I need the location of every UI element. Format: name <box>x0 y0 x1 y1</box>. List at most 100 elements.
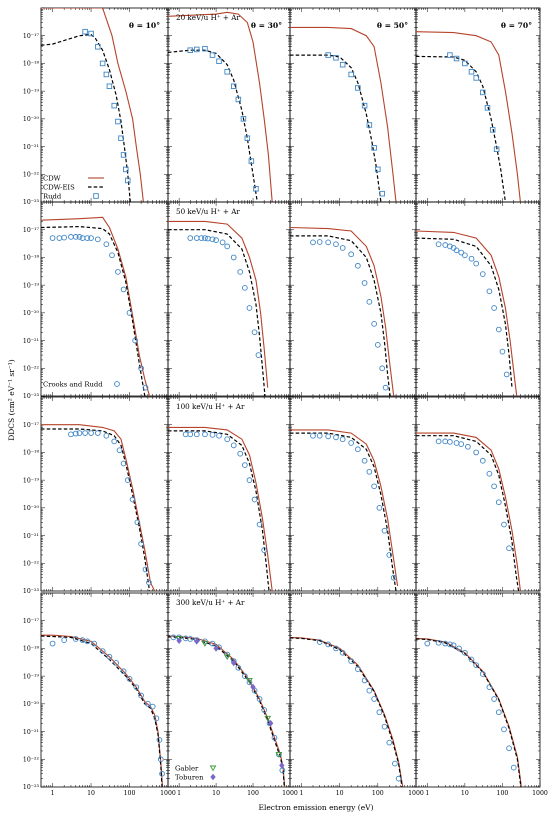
curves <box>416 32 520 202</box>
curves <box>290 228 394 397</box>
curves <box>290 27 396 202</box>
cdw-curve <box>41 425 155 591</box>
y-tick-label: 10⁻²³ <box>23 199 40 206</box>
experimental-point <box>210 53 215 58</box>
y-tick-label: 10⁻²³ <box>23 784 40 791</box>
experimental-point <box>112 103 117 108</box>
y-tick-label: 10⁻²² <box>23 560 40 567</box>
angle-label: θ = 10° <box>129 21 160 30</box>
experimental-point <box>443 439 448 444</box>
legend-label: Crooks and Rudd <box>43 381 103 389</box>
experimental-point <box>83 431 88 436</box>
panel-frame <box>416 397 540 591</box>
x-tick-label: 1000 <box>408 790 424 797</box>
experimental-point <box>252 497 257 502</box>
legend-label: CDW-EIS <box>43 184 75 192</box>
y-tick-label: 10⁻²² <box>23 365 40 372</box>
curves <box>41 635 164 787</box>
experimental-point <box>382 528 387 533</box>
experimental-point <box>380 366 385 371</box>
legend-row1: Crooks and Rudd <box>43 381 119 389</box>
curves <box>290 430 398 591</box>
y-tick-label: 10⁻¹⁷ <box>23 618 40 625</box>
experimental-point <box>480 272 485 277</box>
experimental-point <box>225 69 230 74</box>
panel-frame <box>416 593 540 787</box>
cdw-curve <box>168 427 272 591</box>
y-tick-label: 10⁻¹⁷ <box>23 33 40 40</box>
x-tick-label: 1000 <box>282 790 298 797</box>
experimental-point <box>183 432 188 437</box>
experimental-point <box>492 697 497 702</box>
experimental-point <box>492 306 497 311</box>
experimental-point <box>382 724 387 729</box>
angle-label: θ = 70° <box>501 21 532 30</box>
experimental-point <box>425 641 430 646</box>
experimental-point <box>57 236 62 241</box>
experimental-point <box>474 261 479 266</box>
experimental-point <box>89 431 94 436</box>
experimental-point <box>194 236 199 241</box>
cdw-curve <box>416 32 520 202</box>
cdw-eis-curve <box>41 227 145 396</box>
cdw-curve <box>168 12 272 202</box>
experimental-point <box>62 235 67 240</box>
x-tick-label: 1 <box>177 790 181 797</box>
x-tick-label: 1 <box>425 790 429 797</box>
legend-gabler-marker <box>210 766 215 770</box>
experimental-point <box>69 432 74 437</box>
y-tick-label: 10⁻¹⁸ <box>23 450 40 457</box>
experimental-point <box>487 685 492 690</box>
y-tick-label: 10⁻¹⁷ <box>23 227 40 234</box>
experimental-point <box>116 270 121 275</box>
panel-frame <box>168 202 290 396</box>
experimental-point <box>507 746 512 751</box>
experimental-point <box>217 59 222 64</box>
panel-grid: 10⁻¹⁷ 10⁻¹⁸ 10⁻¹⁹ 10⁻²⁰ 10⁻²¹ 10⁻²² 10⁻²³ θ = 1… <box>23 8 548 797</box>
panel-r1-c3 <box>416 202 540 396</box>
experimental-point <box>487 289 492 294</box>
cdw-eis-curve <box>41 429 150 591</box>
panel-frame <box>41 397 168 591</box>
y-tick-label: 10⁻²² <box>23 756 40 763</box>
experimental-point <box>50 641 55 646</box>
experimental-point <box>377 710 382 715</box>
energy-label: 300 keV/u H⁺ + Ar <box>176 598 245 607</box>
experimental-point <box>459 442 464 447</box>
cdw-eis-curve <box>290 433 396 591</box>
cdw-curve <box>290 637 403 787</box>
cdw-eis-curve <box>416 639 521 787</box>
experimental-point <box>469 69 474 74</box>
y-axis-label: DDCS (cm² eV⁻¹ sr⁻¹) <box>7 359 16 441</box>
y-tick-label: 10⁻¹⁸ <box>23 646 40 653</box>
experimental-point <box>349 441 354 446</box>
experimental-point <box>334 242 339 247</box>
legend-label: Gabler <box>175 765 199 773</box>
cdw-curve <box>416 231 517 396</box>
experimental-point <box>217 433 222 438</box>
experimental-point <box>252 330 257 335</box>
curves <box>41 425 155 591</box>
y-tick-label: 10⁻²¹ <box>23 729 39 736</box>
panel-frame <box>41 593 168 787</box>
experimental-point <box>203 432 208 437</box>
experimental-point <box>496 710 501 715</box>
legend-row0: CDWCDW-EISRudd <box>43 175 104 201</box>
experimental-point <box>367 469 372 474</box>
experimental-point <box>104 242 109 247</box>
experimental-point <box>127 310 132 315</box>
panel-frame <box>41 8 168 202</box>
experimental-point <box>480 458 485 463</box>
panel-r1-c1: 50 keV/u H⁺ + Ar <box>168 202 290 396</box>
y-tick-label: 10⁻²⁰ <box>23 505 40 512</box>
panel-frame <box>290 8 416 202</box>
experimental-point <box>500 349 505 354</box>
experimental-point <box>121 287 126 292</box>
energy-label: 100 keV/u H⁺ + Ar <box>176 402 245 411</box>
panel-r0-c2: θ = 50° <box>290 8 416 202</box>
experimental-point <box>326 240 331 245</box>
y-tick-label: 10⁻¹⁷ <box>23 422 40 429</box>
panel-frame <box>416 8 540 202</box>
x-tick-label: 1 <box>51 790 55 797</box>
